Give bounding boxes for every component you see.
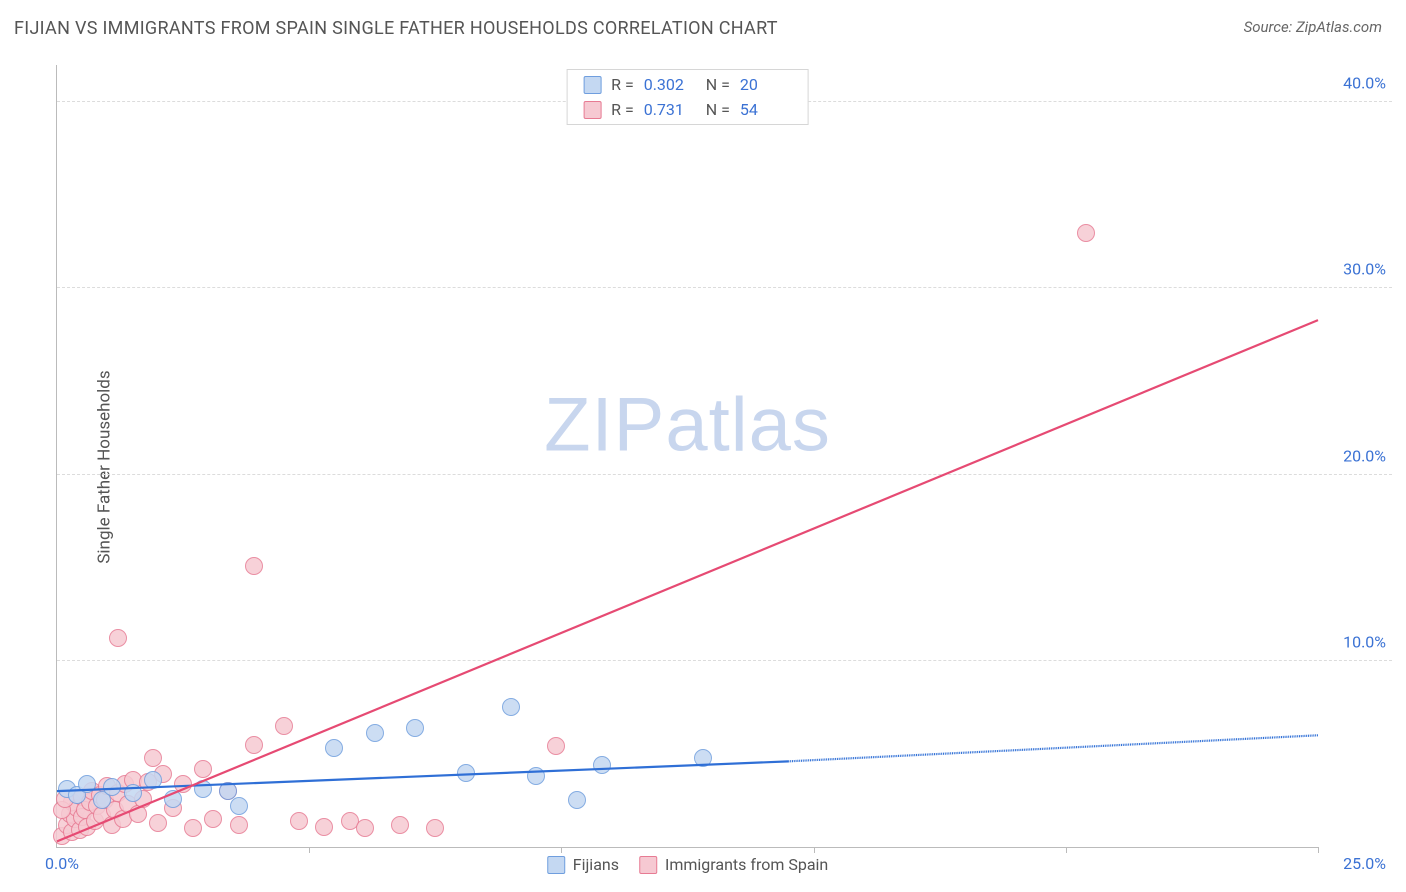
- x-tick: [561, 847, 562, 853]
- y-tick-label: 30.0%: [1343, 260, 1386, 279]
- y-tick-label: 40.0%: [1343, 74, 1386, 93]
- source-attribution: Source: ZipAtlas.com: [1244, 18, 1382, 36]
- legend-stats-row-fijians: R = 0.302 N = 20: [567, 72, 808, 97]
- legend-stats-row-spain: R = 0.731 N = 54: [567, 97, 808, 122]
- legend-label-fijians: Fijians: [573, 855, 619, 874]
- x-tick: [1066, 847, 1067, 853]
- n-value-fijians: 20: [740, 75, 792, 94]
- y-tick-label: 10.0%: [1343, 632, 1386, 651]
- swatch-fijians: [583, 76, 601, 94]
- chart-container: Single Father Households ZIPatlas R = 0.…: [14, 55, 1392, 878]
- swatch-fijians-icon: [547, 856, 565, 874]
- page-title: FIJIAN VS IMMIGRANTS FROM SPAIN SINGLE F…: [14, 18, 778, 39]
- legend-bottom: Fijians Immigrants from Spain: [547, 855, 829, 874]
- y-tick-label: 20.0%: [1343, 446, 1386, 465]
- plot-area: ZIPatlas R = 0.302 N = 20 R = 0.731 N = …: [56, 65, 1318, 848]
- legend-item-spain: Immigrants from Spain: [639, 855, 828, 874]
- r-value-spain: 0.731: [644, 100, 696, 119]
- trend-line: [57, 761, 788, 791]
- trend-lines: [57, 65, 1318, 847]
- swatch-spain-icon: [639, 856, 657, 874]
- x-tick: [814, 847, 815, 853]
- x-tick: [1318, 847, 1319, 853]
- r-value-fijians: 0.302: [644, 75, 696, 94]
- legend-stats: R = 0.302 N = 20 R = 0.731 N = 54: [566, 69, 809, 125]
- legend-item-fijians: Fijians: [547, 855, 619, 874]
- x-axis-origin-label: 0.0%: [45, 854, 79, 873]
- x-axis-end-label: 25.0%: [1343, 854, 1386, 873]
- trend-line: [57, 320, 1318, 841]
- trend-line: [788, 735, 1318, 761]
- swatch-spain: [583, 101, 601, 119]
- x-tick: [309, 847, 310, 853]
- n-value-spain: 54: [740, 100, 792, 119]
- legend-label-spain: Immigrants from Spain: [665, 855, 828, 874]
